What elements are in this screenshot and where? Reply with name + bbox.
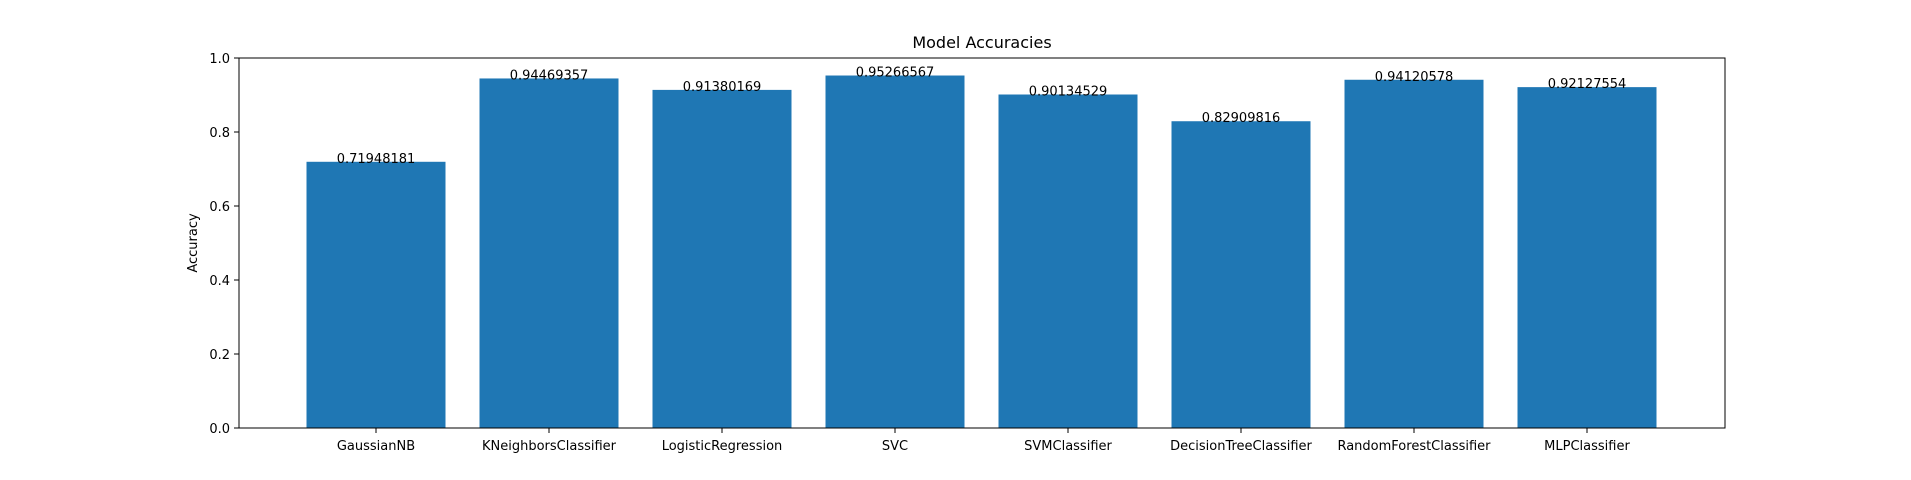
x-tick-label: MLPClassifier <box>1544 439 1630 454</box>
x-tick-label: SVC <box>882 439 908 454</box>
x-tick-label: KNeighborsClassifier <box>482 439 617 454</box>
bar-svc <box>825 75 965 428</box>
y-axis: 0.0 0.2 0.4 0.6 0.8 1.0 <box>209 52 239 437</box>
chart-title: Model Accuracies <box>912 33 1051 52</box>
x-tick-label: RandomForestClassifier <box>1337 439 1491 454</box>
data-labels-group: 0.71948181 0.94469357 0.91380169 0.95266567… <box>337 66 1627 167</box>
x-tick-label: GaussianNB <box>337 439 415 454</box>
bar-gaussiannb <box>306 161 446 428</box>
bar-kneighborsclassifier <box>479 78 619 428</box>
bar-mlpclassifier <box>1517 87 1657 428</box>
data-label: 0.82909816 <box>1202 111 1281 126</box>
plot-frame <box>238 57 1726 429</box>
data-label: 0.94120578 <box>1375 70 1454 85</box>
bar-decisiontreeclassifier <box>1171 121 1311 429</box>
y-tick-label: 1.0 <box>209 52 230 67</box>
bar-randomforestclassifier <box>1344 79 1484 429</box>
x-axis: GaussianNB KNeighborsClassifier LogisticRe… <box>337 428 1630 454</box>
x-tick-label: SVMClassifier <box>1024 439 1112 454</box>
x-tick-label: LogisticRegression <box>662 439 783 454</box>
y-tick-label: 0.8 <box>209 126 230 141</box>
data-label: 0.90134529 <box>1029 85 1108 100</box>
y-axis-label: Accuracy <box>186 213 201 273</box>
data-label: 0.95266567 <box>856 66 935 81</box>
bars-group <box>306 75 1657 429</box>
x-tick-label: DecisionTreeClassifier <box>1170 439 1312 454</box>
data-label: 0.71948181 <box>337 152 416 167</box>
y-tick-label: 0.0 <box>209 422 230 437</box>
y-tick-label: 0.2 <box>209 348 230 363</box>
y-tick-label: 0.4 <box>209 274 230 289</box>
bar-svmclassifier <box>998 94 1138 428</box>
data-label: 0.92127554 <box>1548 77 1627 92</box>
y-tick-label: 0.6 <box>209 200 230 215</box>
data-label: 0.94469357 <box>510 68 589 83</box>
bar-logisticregression <box>652 89 792 428</box>
data-label: 0.91380169 <box>683 80 762 95</box>
